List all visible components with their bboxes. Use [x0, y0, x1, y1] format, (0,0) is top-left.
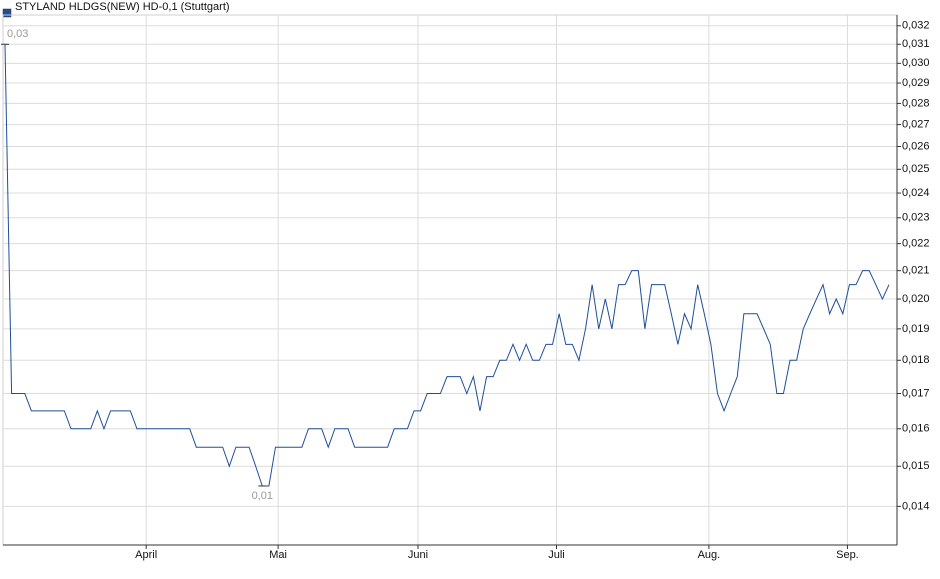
y-tick-label: 0,029 [902, 77, 930, 89]
chart-title: STYLAND HLDGS(NEW) HD-0,1 (Stuttgart) [15, 1, 230, 13]
y-tick-label: 0,019 [902, 323, 930, 335]
y-tick-label: 0,016 [902, 423, 930, 435]
y-tick-label: 0,026 [902, 140, 930, 152]
y-tick-label: 0,017 [902, 387, 930, 399]
y-tick-label: 0,021 [902, 265, 930, 277]
y-tick-label: 0,025 [902, 163, 930, 175]
annotation: 0,01 [252, 490, 273, 502]
y-tick-label: 0,014 [902, 500, 930, 512]
y-tick-label: 0,031 [902, 38, 930, 50]
y-tick-label: 0,020 [902, 293, 930, 305]
x-tick-label: Mai [269, 549, 287, 561]
y-tick-label: 0,024 [902, 187, 930, 199]
y-tick-label: 0,023 [902, 212, 930, 224]
price-line [4, 44, 890, 487]
y-tick-label: 0,018 [902, 354, 930, 366]
x-tick-label: Juni [408, 549, 428, 561]
y-tick-label: 0,027 [902, 118, 930, 130]
y-tick-label: 0,032 [902, 20, 930, 32]
x-tick-label: Juli [548, 549, 565, 561]
annotation: 0,03 [7, 28, 28, 40]
x-tick-label: Sep. [836, 549, 859, 561]
y-tick-label: 0,030 [902, 57, 930, 69]
y-tick-label: 0,028 [902, 97, 930, 109]
x-tick-label: Aug. [698, 549, 721, 561]
x-tick-label: April [135, 549, 157, 561]
legend-swatch [2, 8, 12, 18]
y-tick-label: 0,015 [902, 460, 930, 472]
plot-frame [2, 14, 898, 546]
y-tick-label: 0,022 [902, 238, 930, 250]
